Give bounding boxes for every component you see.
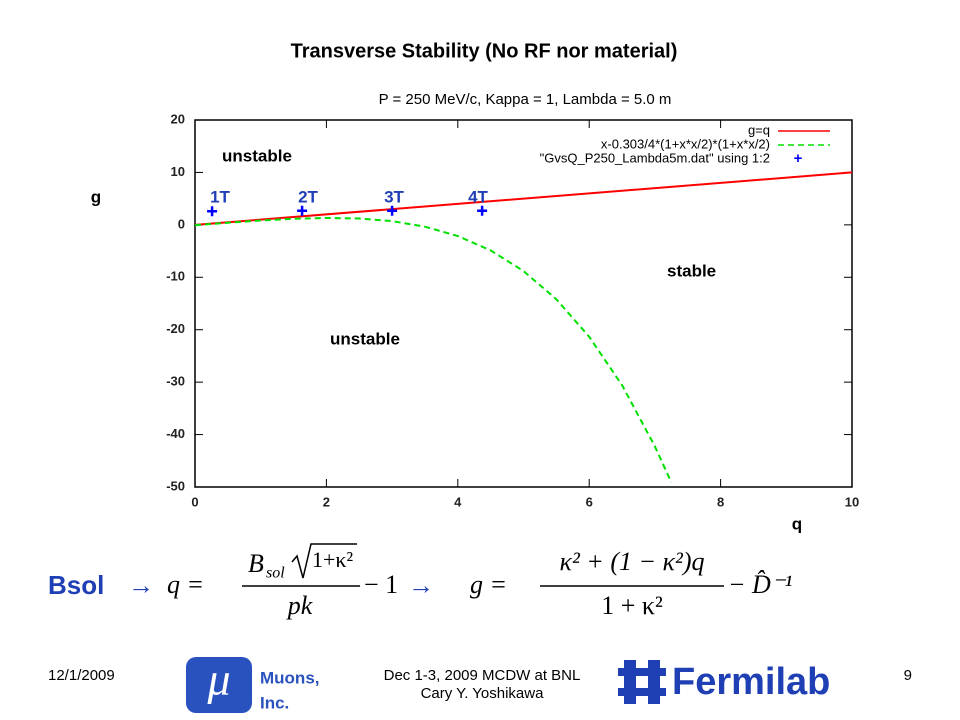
muons-text: Muons, <box>260 668 320 687</box>
muons-logo <box>186 657 252 713</box>
eq-sub: sol <box>266 565 285 582</box>
y-tick-label: -30 <box>166 374 185 389</box>
eq-tail: − D̂⁻¹ <box>728 570 793 599</box>
legend-label: x-0.303/4*(1+x*x/2)*(1+x*x/2) <box>601 136 770 151</box>
eq-lhs: q = <box>167 570 204 599</box>
x-tick-label: 0 <box>191 494 198 509</box>
y-tick-label: -50 <box>166 478 185 493</box>
eq-denominator: 1 + κ² <box>601 591 663 620</box>
annotation: 1T <box>210 187 230 206</box>
y-tick-label: 0 <box>178 216 185 231</box>
legend-label: "GvsQ_P250_Lambda5m.dat" using 1:2 <box>540 150 770 165</box>
annotation: stable <box>667 261 716 280</box>
x-tick-label: 6 <box>586 494 593 509</box>
sqrt-sign <box>291 543 357 579</box>
series-line <box>195 171 852 226</box>
arrow: → <box>408 570 434 600</box>
x-axis-label: q <box>792 514 802 533</box>
data-point <box>477 205 488 216</box>
eq-radicand: 1+κ² <box>312 547 353 572</box>
muons-symbol: μ <box>206 654 230 705</box>
eq-base: B <box>248 549 264 578</box>
footer-page: 9 <box>904 667 912 684</box>
legend-marker: + <box>794 150 803 167</box>
plot-frame <box>194 119 853 488</box>
footer-event: Dec 1-3, 2009 MCDW at BNL <box>384 667 581 684</box>
footer-date: 12/1/2009 <box>48 667 115 684</box>
y-tick-label: -10 <box>166 269 185 284</box>
eq-numerator: κ² + (1 − κ²)q <box>560 547 705 576</box>
legend-label: g=q <box>748 122 770 137</box>
annotation: unstable <box>330 329 400 348</box>
data-point <box>297 205 308 216</box>
y-tick-label: -20 <box>166 321 185 336</box>
slide-title: Transverse Stability (No RF nor material… <box>291 40 678 62</box>
x-tick-label: 8 <box>717 494 724 509</box>
arrow: → <box>128 570 154 600</box>
fermilab-text: Fermilab <box>672 661 830 703</box>
bsol-label: Bsol <box>48 570 104 600</box>
y-tick-label: 20 <box>171 111 185 126</box>
annotation: 4T <box>468 187 488 206</box>
footer-author: Cary Y. Yoshikawa <box>421 685 545 702</box>
eq-lhs: g = <box>470 570 507 599</box>
y-tick-label: 10 <box>171 164 185 179</box>
x-tick-label: 4 <box>454 494 462 509</box>
y-axis-label: g <box>91 187 101 206</box>
annotation: 2T <box>298 187 318 206</box>
chart-title: P = 250 MeV/c, Kappa = 1, Lambda = 5.0 m <box>379 91 672 108</box>
annotation: unstable <box>222 146 292 165</box>
data-point <box>387 205 398 216</box>
annotation: 3T <box>384 187 404 206</box>
fermilab-icon <box>618 660 666 704</box>
eq-denominator: pk <box>286 591 313 620</box>
y-tick-label: -40 <box>166 426 185 441</box>
muons-text: Inc. <box>260 693 289 712</box>
x-tick-label: 10 <box>845 494 859 509</box>
series-line <box>195 216 673 483</box>
data-point <box>207 206 218 217</box>
eq-tail: − 1 <box>364 570 398 599</box>
x-tick-label: 2 <box>323 494 330 509</box>
